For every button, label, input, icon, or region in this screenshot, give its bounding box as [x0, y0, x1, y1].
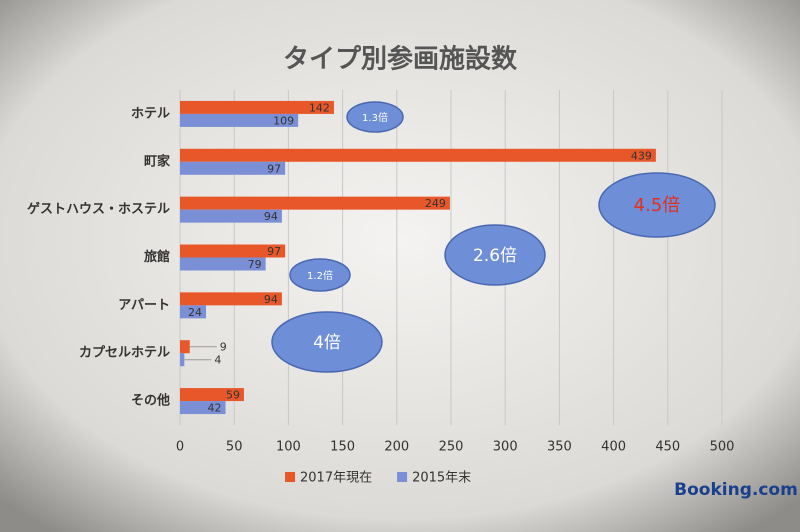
annotation: 2.6倍 [473, 246, 517, 266]
callout-bubble [598, 172, 716, 238]
data-label: 94 [264, 210, 278, 223]
bar [180, 353, 185, 367]
y-tick-label: その他 [131, 393, 170, 409]
x-tick-label: 0 [176, 440, 184, 455]
bar [180, 257, 266, 271]
annotation: 1.2倍 [307, 269, 333, 282]
callout-bubble [444, 224, 546, 286]
x-tick-label: 350 [547, 440, 572, 455]
x-tick-label: 50 [226, 440, 243, 455]
bar [180, 292, 282, 306]
data-label: 79 [248, 258, 262, 271]
bar [180, 244, 286, 258]
x-tick-label: 150 [330, 440, 355, 455]
y-tick-label: 旅館 [144, 249, 170, 265]
annotation: 4.5倍 [634, 195, 681, 216]
data-label: 142 [309, 101, 330, 114]
y-tick-label: アパート [118, 298, 170, 313]
data-label: 59 [226, 389, 240, 402]
callout-bubble [289, 258, 351, 292]
x-tick-label: 200 [384, 440, 409, 455]
bar [180, 148, 656, 162]
callout-bubble [346, 101, 404, 133]
data-label: 4 [214, 354, 221, 367]
bar [180, 113, 299, 127]
data-label: 42 [208, 402, 222, 415]
bar [180, 401, 226, 415]
bar [180, 305, 207, 319]
bar [180, 161, 286, 175]
annotation: 4倍 [313, 333, 341, 353]
legend-swatch [397, 472, 408, 482]
data-label: 97 [267, 245, 281, 258]
x-tick-label: 250 [439, 440, 464, 455]
y-tick-label: カプセルホテル [79, 346, 170, 361]
data-label: 439 [631, 149, 652, 162]
data-label: 249 [425, 197, 446, 210]
data-label: 109 [273, 114, 294, 127]
bar [180, 388, 244, 402]
y-tick-label: 町家 [144, 153, 171, 169]
y-tick-label: ホテル [131, 106, 170, 121]
x-tick-label: 450 [655, 440, 680, 455]
logo: Booking.com [674, 480, 798, 500]
y-tick-label: ゲストハウス・ホステル [27, 201, 170, 217]
data-label: 24 [188, 306, 202, 319]
chart-title: タイプ別参画施設数 [283, 44, 518, 75]
data-label: 94 [264, 293, 278, 306]
callout-bubble [271, 311, 383, 373]
data-label: 9 [220, 341, 227, 354]
x-tick-label: 100 [276, 440, 301, 455]
bar [180, 340, 190, 354]
legend-swatch [285, 472, 295, 482]
bar [180, 209, 282, 223]
x-tick-label: 300 [493, 440, 518, 455]
annotation: 1.3倍 [362, 111, 388, 124]
x-tick-label: 400 [601, 440, 626, 455]
legend-label: 2017年現在 [300, 471, 372, 486]
x-tick-label: 500 [710, 440, 735, 455]
bar [180, 196, 450, 210]
bar [180, 100, 334, 114]
data-label: 97 [267, 162, 281, 175]
legend-label: 2015年末 [412, 471, 471, 486]
